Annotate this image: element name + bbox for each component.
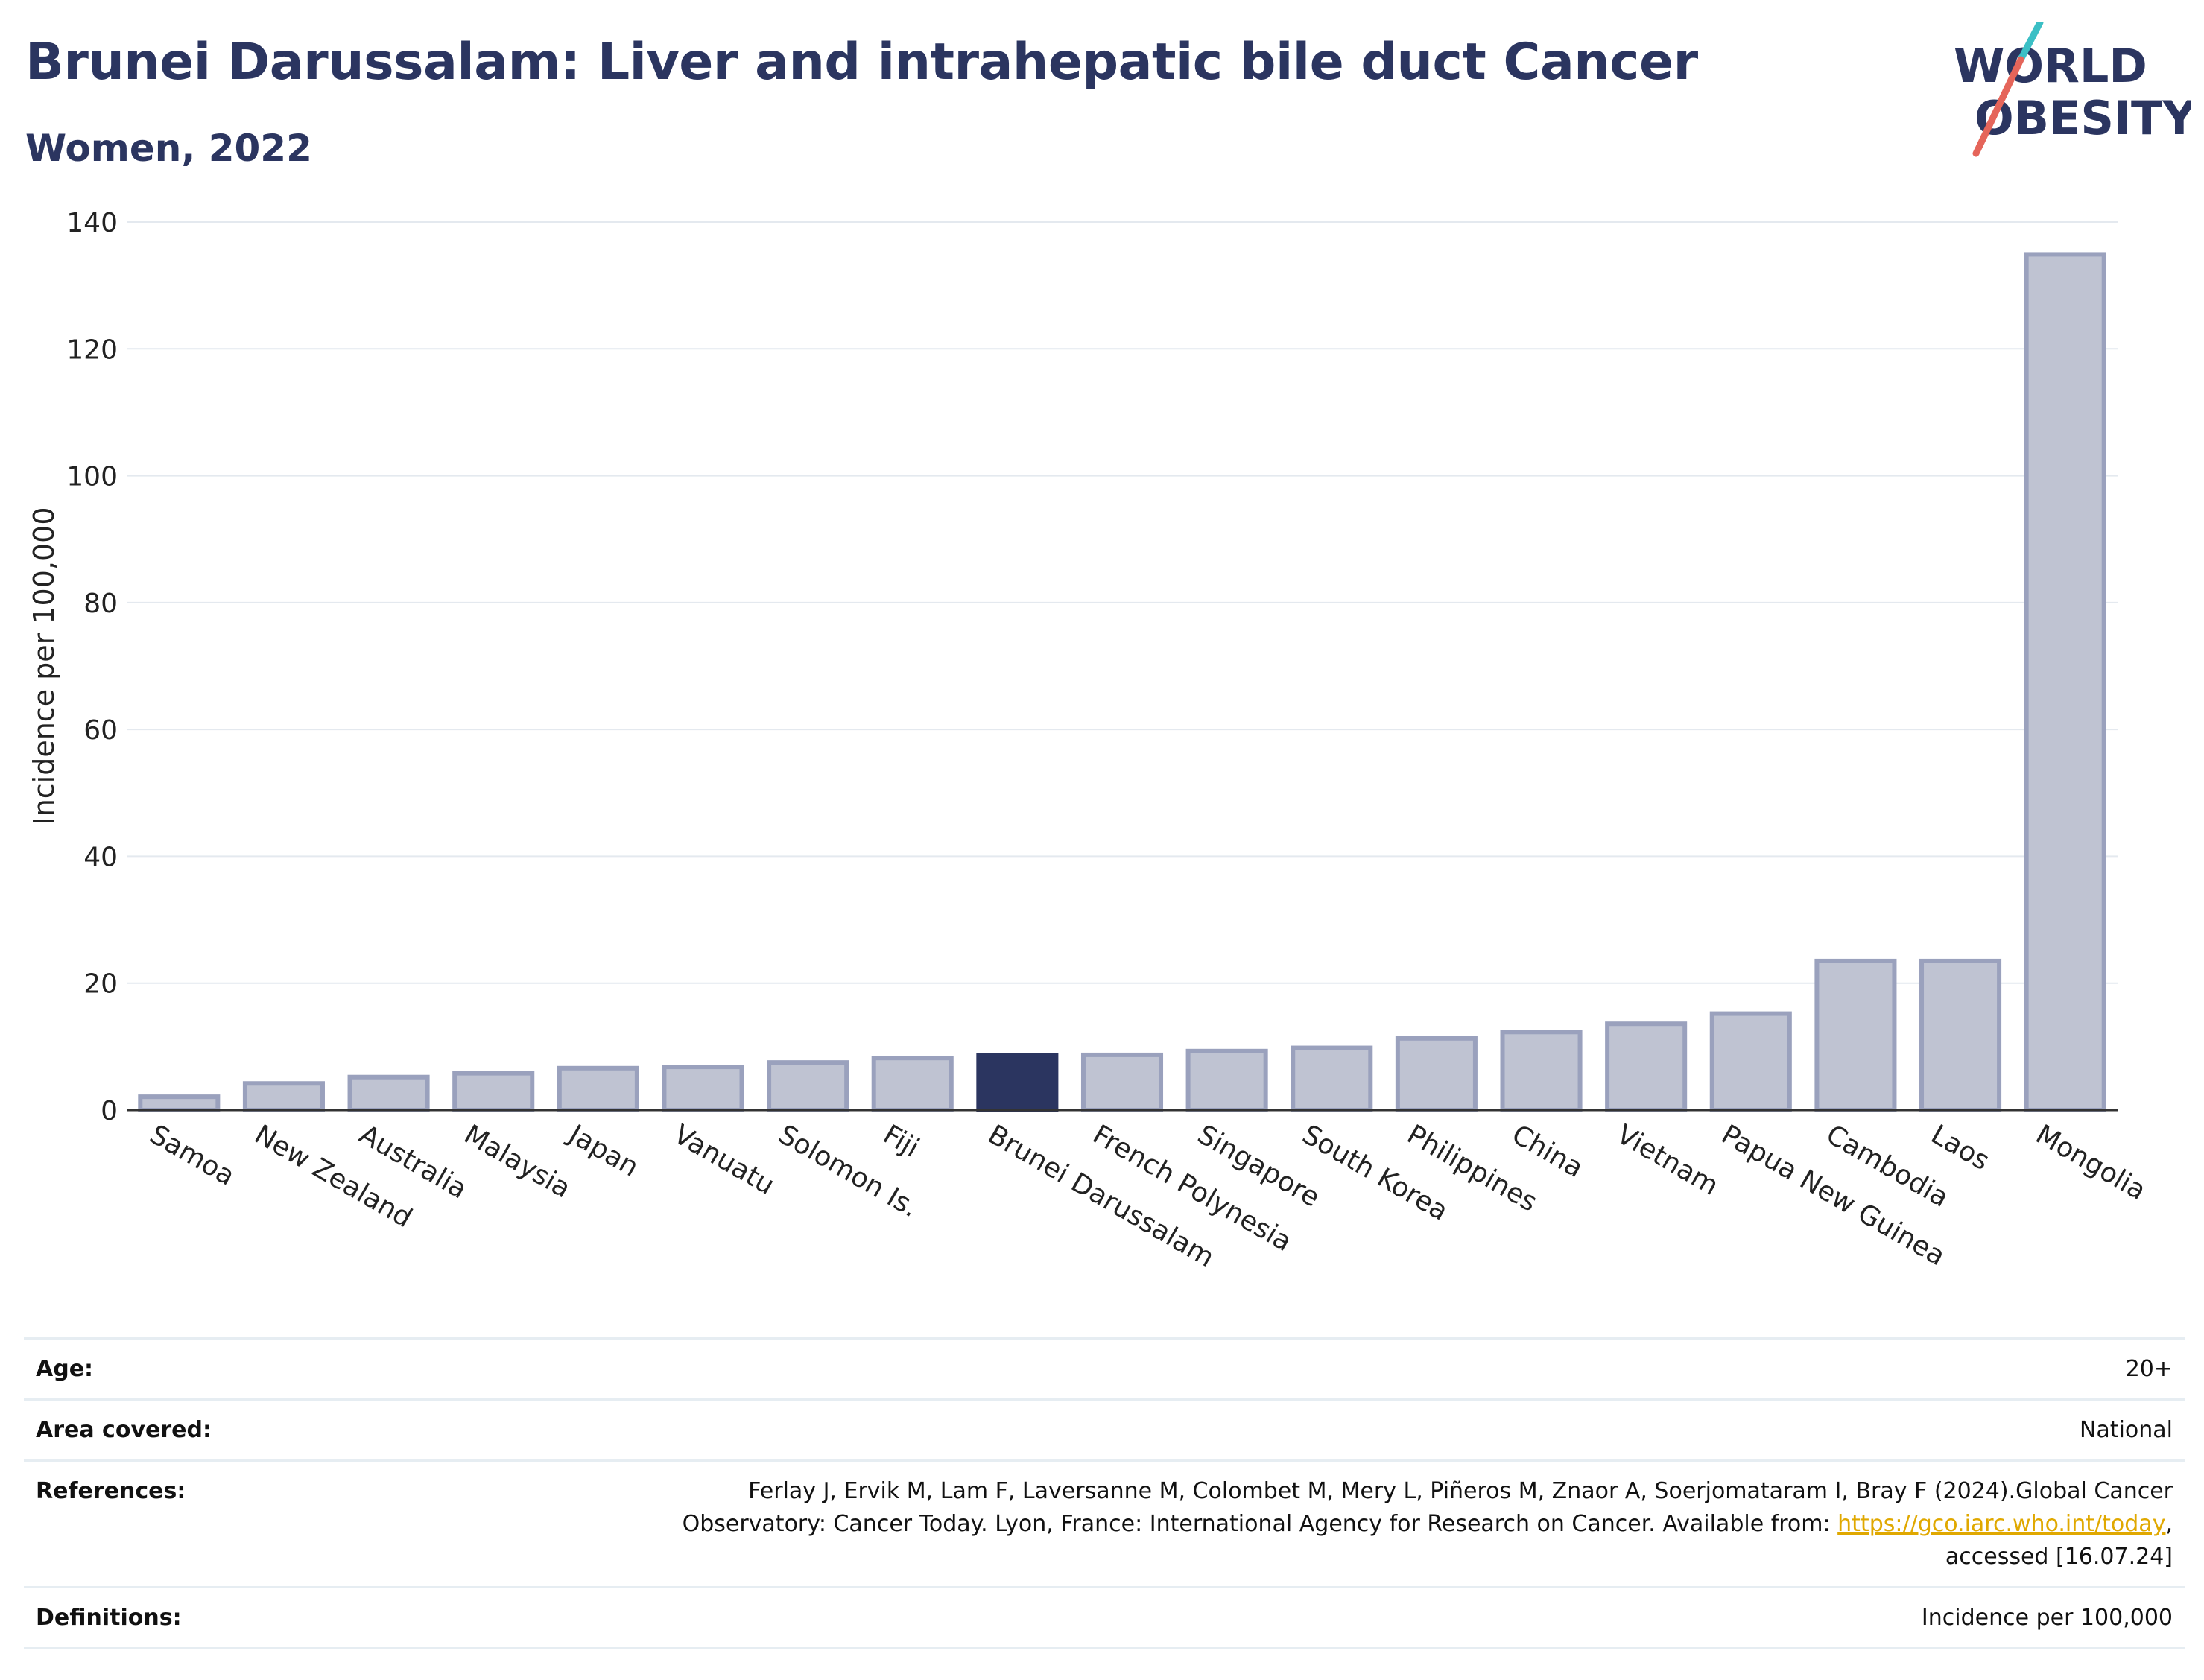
y-axis-label: Incidence per 100,000	[28, 507, 60, 825]
bar-new-zealand	[242, 1081, 325, 1112]
bar-cambodia	[1814, 958, 1897, 1113]
y-tick-label: 80	[83, 589, 118, 619]
meta-definitions-label: Definitions:	[36, 1605, 182, 1631]
y-tick-label: 20	[83, 969, 118, 1000]
bar-papua-new-guinea	[1709, 1011, 1792, 1113]
bar-vietnam	[1605, 1021, 1688, 1112]
bar-south-korea	[1291, 1045, 1373, 1113]
meta-age-value: 20+	[2125, 1356, 2173, 1382]
meta-row-references: References: Ferlay J, Ervik M, Lam F, La…	[24, 1459, 2185, 1588]
y-axis-ticks: 0 20 40 60 80 100 120 140	[66, 208, 118, 1126]
logo-slash-red	[1972, 56, 2024, 157]
references-line-3: accessed [16.07.24]	[1945, 1544, 2173, 1570]
x-tick-label: Laos	[1926, 1119, 1995, 1176]
bars	[138, 252, 2106, 1113]
meta-row-age: Age: 20+	[24, 1337, 2185, 1401]
bar-japan	[557, 1065, 639, 1112]
meta-definitions-value: Incidence per 100,000	[1921, 1605, 2173, 1631]
bar-philippines	[1395, 1036, 1478, 1112]
y-tick-label: 60	[83, 715, 118, 746]
bar-china	[1500, 1030, 1583, 1113]
bar-laos	[1919, 958, 2002, 1113]
bar-fiji	[871, 1056, 954, 1113]
logo-line-obesity: OBESITY	[1975, 91, 2191, 145]
bar-australia	[347, 1074, 430, 1112]
chart-subtitle: Women, 2022	[25, 127, 312, 170]
bar-malaysia	[452, 1071, 535, 1113]
bar-solomon-is	[767, 1060, 849, 1112]
x-tick-label: Fiji	[878, 1119, 924, 1164]
meta-row-area: Area covered: National	[24, 1398, 2185, 1462]
x-tick-label: Samoa	[145, 1119, 240, 1192]
y-tick-label: 40	[83, 842, 118, 872]
references-line-2: Observatory: Cancer Today. Lyon, France:…	[533, 1508, 2173, 1541]
x-tick-label: Malaysia	[459, 1119, 576, 1204]
bar-chart: 0 20 40 60 80 100 120 140 Samoa New ZealandAustr…	[28, 208, 2151, 1273]
meta-references-value: Ferlay J, Ervik M, Lam F, Laversanne M, …	[533, 1475, 2173, 1573]
meta-row-definitions: Definitions: Incidence per 100,000	[24, 1586, 2185, 1649]
meta-references-label: References:	[36, 1478, 186, 1504]
y-tick-label: 140	[66, 208, 118, 238]
x-tick-label: China	[1507, 1119, 1589, 1184]
x-tick-label: Japan	[563, 1118, 644, 1183]
bar-singapore	[1185, 1048, 1268, 1112]
x-tick-label: Vanuatu	[668, 1119, 779, 1201]
bar-vanuatu	[662, 1065, 744, 1113]
x-tick-label: Mongolia	[2030, 1119, 2151, 1206]
meta-area-label: Area covered:	[36, 1417, 212, 1443]
bar-brunei-darussalam	[976, 1053, 1059, 1112]
x-tick-label: Vietnam	[1612, 1119, 1723, 1202]
world-obesity-logo: WORLD OBESITY	[1954, 22, 2191, 157]
y-tick-label: 100	[66, 462, 118, 492]
references-line-1: Ferlay J, Ervik M, Lam F, Laversanne M, …	[748, 1478, 2173, 1504]
references-link[interactable]: https://gco.iarc.who.int/today	[1837, 1511, 2166, 1537]
references-line-2-post: ,	[2165, 1511, 2173, 1537]
bar-french-polynesia	[1080, 1052, 1164, 1112]
y-tick-label: 120	[66, 335, 118, 365]
bar-mongolia	[2024, 252, 2106, 1112]
y-tick-label: 0	[101, 1096, 118, 1126]
bar-samoa	[138, 1094, 221, 1112]
references-line-2-text: Observatory: Cancer Today. Lyon, France:…	[682, 1511, 1838, 1537]
logo-slash-teal	[2017, 22, 2044, 63]
logo-line-world: WORLD	[1954, 39, 2147, 93]
chart-title: Brunei Darussalam: Liver and intrahepati…	[25, 33, 1698, 92]
meta-bottom-border	[24, 1647, 2185, 1649]
meta-age-label: Age:	[36, 1356, 94, 1382]
meta-area-value: National	[2079, 1417, 2173, 1443]
